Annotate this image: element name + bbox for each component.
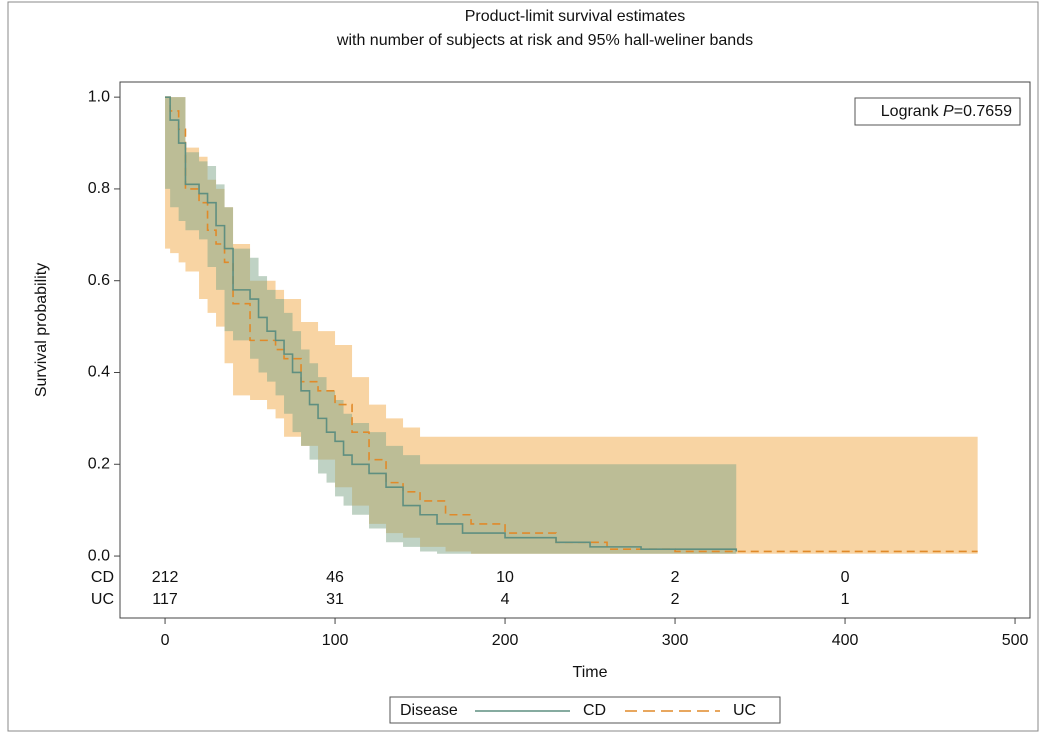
y-tick-label: 1.0 bbox=[88, 88, 110, 105]
annotation-box bbox=[854, 97, 1021, 126]
survival-curve bbox=[165, 96, 978, 553]
y-tick-label: 0.2 bbox=[88, 455, 110, 472]
x-tick-label: 100 bbox=[322, 632, 349, 649]
x-tick-label: 400 bbox=[832, 632, 859, 649]
risk-count: 31 bbox=[326, 591, 344, 608]
x-axis-label: Time bbox=[573, 664, 608, 681]
y-axis-label: Survival probability bbox=[33, 263, 50, 397]
plot-frame bbox=[119, 81, 1031, 619]
risk-count: 212 bbox=[152, 569, 179, 586]
chart-subtitle: with number of subjects at risk and 95% … bbox=[336, 32, 753, 49]
risk-count: 1 bbox=[841, 591, 850, 608]
annotation-prefix: Logrank bbox=[881, 103, 943, 120]
legend-title: Disease bbox=[400, 702, 458, 719]
y-tick-label: 0.6 bbox=[88, 272, 110, 289]
y-tick-label: 0.4 bbox=[88, 364, 110, 381]
risk-count: 10 bbox=[496, 569, 514, 586]
x-tick-label: 200 bbox=[492, 632, 519, 649]
figure-border bbox=[7, 1, 1039, 732]
risk-count: 46 bbox=[326, 569, 344, 586]
y-tick-label: 0.0 bbox=[88, 547, 110, 564]
legend-label: CD bbox=[583, 702, 606, 719]
legend-label: UC bbox=[733, 702, 756, 719]
x-tick-label: 300 bbox=[662, 632, 689, 649]
risk-row-label: CD bbox=[91, 569, 114, 586]
x-tick-label: 500 bbox=[1002, 632, 1029, 649]
risk-count: 0 bbox=[841, 569, 850, 586]
risk-count: 4 bbox=[501, 591, 510, 608]
legend-box bbox=[389, 696, 781, 724]
logrank-annotation: Logrank P=0.7659 bbox=[881, 103, 1012, 120]
risk-count: 2 bbox=[671, 569, 680, 586]
survival-curve bbox=[165, 96, 738, 552]
x-tick-label: 0 bbox=[161, 632, 170, 649]
annotation-suffix: =0.7659 bbox=[954, 103, 1012, 120]
risk-row-label: UC bbox=[91, 591, 114, 608]
risk-count: 117 bbox=[152, 591, 178, 608]
chart-title: Product-limit survival estimates bbox=[465, 8, 686, 25]
y-tick-label: 0.8 bbox=[88, 180, 110, 197]
confidence-band bbox=[165, 97, 737, 554]
risk-count: 2 bbox=[671, 591, 680, 608]
annotation-italic: P bbox=[943, 103, 954, 120]
